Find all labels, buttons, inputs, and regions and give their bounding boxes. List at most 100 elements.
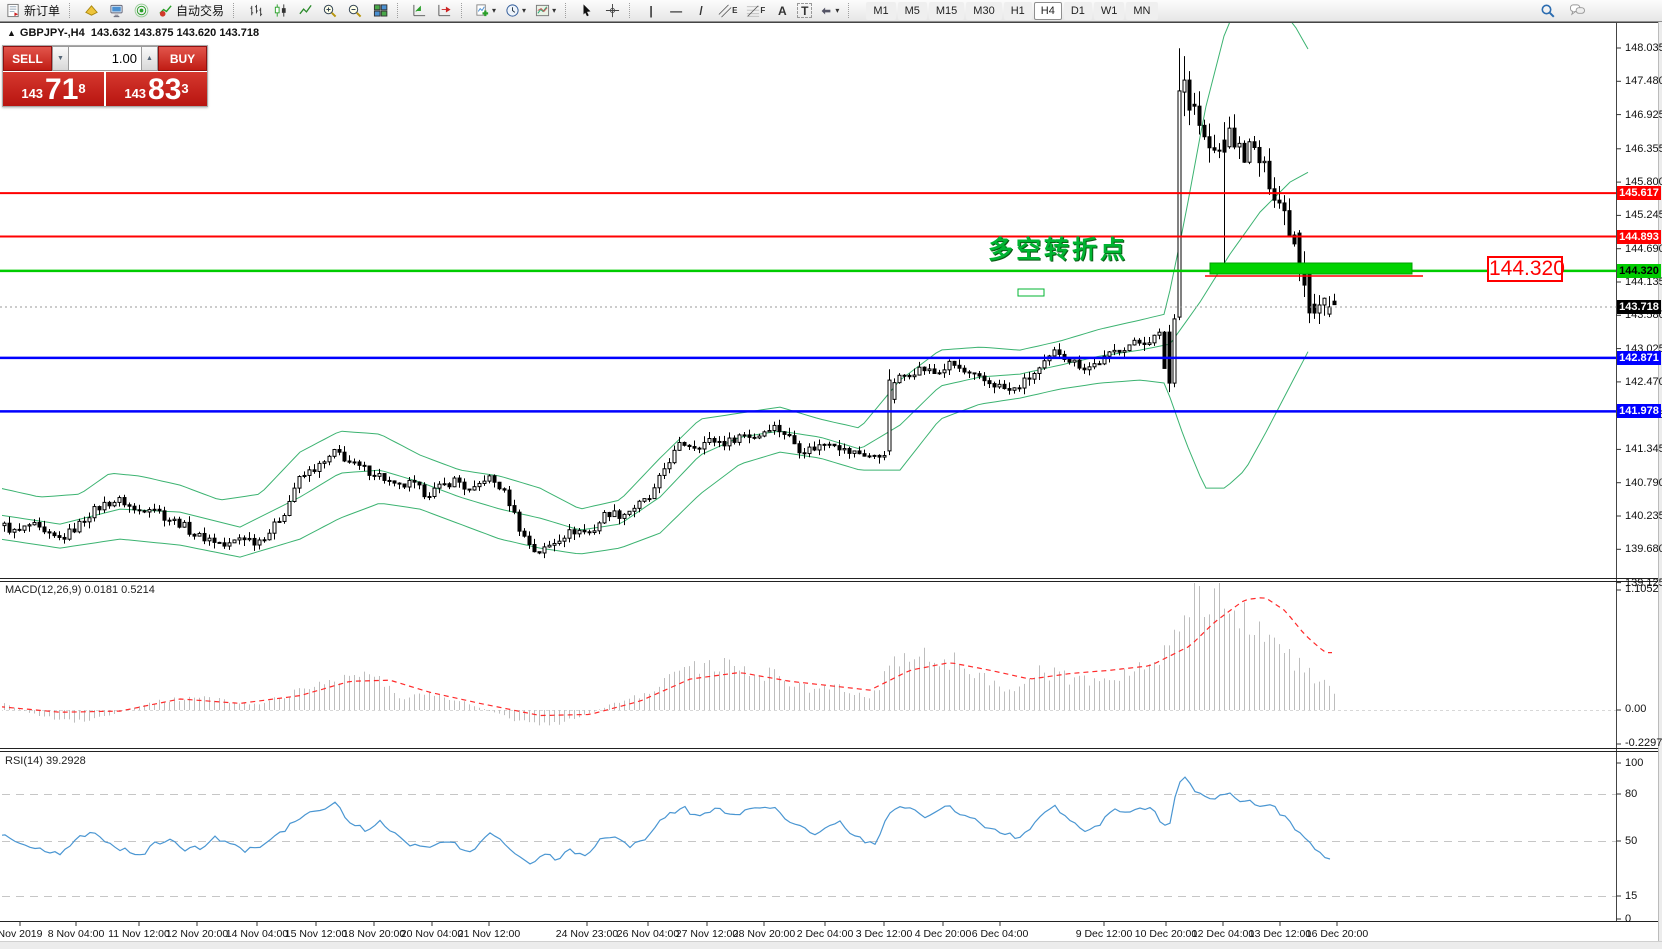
dropdown-caret-icon: ▾: [552, 6, 557, 15]
buy-price-main: 83: [148, 73, 182, 106]
horizontal-line-tool-button[interactable]: —: [666, 1, 686, 20]
timeframe-button-m15[interactable]: M15: [928, 1, 965, 20]
sell-price-display[interactable]: 143 71 8: [3, 72, 104, 106]
timeframe-button-w1[interactable]: W1: [1093, 1, 1125, 20]
text-label-tool-button[interactable]: T: [797, 3, 813, 18]
line-chart-button[interactable]: [295, 1, 315, 20]
chat-button[interactable]: [1567, 1, 1588, 20]
zoom-in-button[interactable]: [320, 1, 340, 20]
buy-price-pip: 3: [181, 81, 189, 96]
sell-button[interactable]: SELL: [3, 46, 52, 71]
chat-icon: [1570, 4, 1585, 16]
search-icon: [1541, 4, 1555, 18]
bar-chart-icon: [249, 4, 262, 17]
fibonacci-tool-button[interactable]: F: [744, 1, 767, 20]
chart-symbol-header[interactable]: ▲ GBPJPY-,H4 143.632 143.875 143.620 143.…: [7, 27, 259, 39]
crosshair-icon: [605, 3, 619, 18]
vertical-line-tool-button[interactable]: |: [641, 1, 661, 20]
ohlc-readout: 143.632 143.875 143.620 143.718: [90, 27, 260, 39]
fibonacci-label: F: [760, 6, 766, 15]
new-order-icon: [7, 3, 19, 18]
arrows-icon: [821, 7, 831, 14]
fibonacci-icon: [747, 4, 760, 17]
indicators-button[interactable]: ▾: [473, 1, 498, 20]
timeframe-button-h1[interactable]: H1: [1003, 1, 1032, 20]
text-tool-button[interactable]: A: [772, 1, 792, 20]
one-click-panel-toggle-icon[interactable]: ▲: [7, 28, 16, 38]
cursor-icon: [583, 4, 591, 17]
terminal-icon: [109, 4, 123, 18]
auto-trading-label: 自动交易: [176, 4, 225, 18]
vertical-line-icon: |: [649, 3, 653, 18]
new-order-label: 新订单: [24, 4, 61, 18]
price-tag-label[interactable]: 144.320: [1487, 256, 1565, 282]
sell-price-pip: 8: [78, 81, 86, 96]
tile-windows-icon: [373, 4, 387, 17]
tile-windows-button[interactable]: [370, 1, 390, 20]
trendline-tool-button[interactable]: /: [691, 1, 711, 20]
auto-trading-button[interactable]: 自动交易: [156, 1, 226, 20]
buy-button[interactable]: BUY: [158, 46, 207, 71]
timeframe-button-d1[interactable]: D1: [1063, 1, 1092, 20]
toolbar-separator: [233, 3, 238, 18]
buy-price-prefix: 143: [124, 86, 147, 101]
timeframe-button-m30[interactable]: M30: [966, 1, 1002, 20]
auto-scroll-icon: [412, 4, 425, 17]
toolbar-separator: [397, 3, 402, 18]
terminal-button[interactable]: [106, 1, 126, 20]
timeframe-group: M1 M5 M15 M30 H1 H4 D1 W1 MN: [866, 1, 1158, 20]
signals-button[interactable]: [131, 1, 151, 20]
toolbar-separator: [461, 3, 466, 18]
channel-label: E: [732, 6, 738, 15]
timeframe-button-h4[interactable]: H4: [1033, 1, 1062, 20]
cursor-button[interactable]: [577, 1, 597, 20]
arrows-tool-button[interactable]: ▾: [817, 1, 841, 20]
metaeditor-button[interactable]: [81, 1, 101, 20]
symbol-timeframe-label: GBPJPY-,H4: [19, 27, 85, 39]
line-chart-icon: [298, 4, 312, 15]
bar-chart-button[interactable]: [245, 1, 265, 20]
chart-shift-icon: [437, 4, 451, 17]
template-icon: [536, 4, 550, 17]
toolbar-separator: [629, 3, 634, 18]
toolbar-separator: [565, 3, 570, 18]
search-button[interactable]: [1538, 1, 1558, 20]
candlestick-chart-button[interactable]: [270, 1, 290, 20]
volume-decrease-button[interactable]: ▼: [52, 46, 69, 71]
crosshair-button[interactable]: [602, 1, 622, 20]
text-label-icon: T: [801, 3, 809, 18]
chart-shift-button[interactable]: [434, 1, 454, 20]
trendline-icon: /: [699, 3, 703, 18]
auto-scroll-button[interactable]: [409, 1, 429, 20]
signals-icon: [134, 3, 148, 18]
sell-price-main: 71: [45, 73, 79, 106]
volume-input[interactable]: [69, 46, 141, 71]
text-tool-icon: A: [777, 3, 787, 18]
dropdown-caret-icon: ▾: [492, 6, 497, 15]
zoom-out-button[interactable]: [345, 1, 365, 20]
horizontal-line-icon: —: [670, 3, 683, 18]
chart-annotation-text[interactable]: 多空转折点: [988, 236, 1129, 264]
zoom-out-icon: [348, 4, 362, 17]
timeframe-button-m1[interactable]: M1: [866, 1, 896, 20]
candlestick-chart-icon: [274, 4, 286, 17]
metaeditor-icon: [84, 5, 98, 16]
main-toolbar: 新订单 自动交易: [0, 0, 1662, 22]
dropdown-caret-icon: ▾: [835, 6, 840, 15]
timeframe-button-m5[interactable]: M5: [897, 1, 927, 20]
volume-increase-button[interactable]: ▲: [141, 46, 158, 71]
toolbar-separator: [69, 3, 74, 18]
timeframe-button-mn[interactable]: MN: [1126, 1, 1158, 20]
toolbar-separator: [848, 3, 853, 18]
templates-button[interactable]: ▾: [533, 1, 558, 20]
new-order-button[interactable]: 新订单: [4, 1, 62, 20]
periods-button[interactable]: ▾: [503, 1, 528, 20]
channel-icon: [718, 4, 732, 17]
channel-tool-button[interactable]: E: [716, 1, 739, 20]
sell-price-prefix: 143: [21, 86, 44, 101]
zoom-in-icon: [323, 4, 337, 17]
buy-price-display[interactable]: 143 83 3: [106, 72, 207, 106]
dropdown-caret-icon: ▾: [522, 6, 527, 15]
